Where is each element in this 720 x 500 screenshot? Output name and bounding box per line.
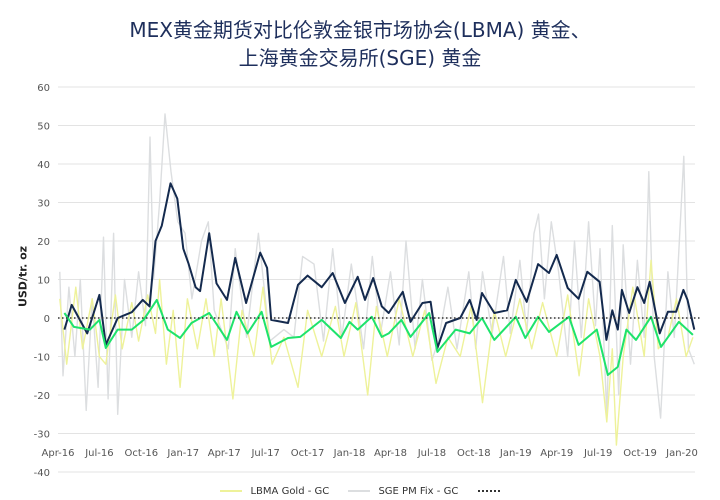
series-2 xyxy=(63,182,696,349)
chart-title-line-1: MEX黄金期货对比伦敦金银市场协会(LBMA) 黄金、 xyxy=(129,18,591,42)
legend-item-zero-line xyxy=(477,490,500,492)
x-tick-label: Apr-19 xyxy=(540,448,573,459)
x-tick-label: Jul-18 xyxy=(417,448,446,459)
legend-swatch-dotted xyxy=(477,490,500,492)
y-tick-label: 40 xyxy=(37,160,50,171)
y-tick-label: 20 xyxy=(37,237,50,248)
series-sge-pm-fix-gc xyxy=(59,113,695,419)
series-lbma-gold-gc xyxy=(59,259,694,446)
x-tick-label: Oct-19 xyxy=(623,448,657,459)
y-tick-label: 50 xyxy=(37,122,50,133)
x-tick-label: Jul-16 xyxy=(84,448,113,459)
x-tick-label: Oct-17 xyxy=(291,448,325,459)
y-tick-label: 10 xyxy=(37,276,50,287)
y-tick-label: -30 xyxy=(34,430,50,441)
chart-title: MEX黄金期货对比伦敦金银市场协会(LBMA) 黄金、 上海黄金交易所(SGE)… xyxy=(0,16,720,72)
x-tick-label: Jan-20 xyxy=(665,448,698,459)
legend-swatch xyxy=(220,490,243,492)
legend-label: SGE PM Fix - GC xyxy=(378,485,459,497)
series-3 xyxy=(63,298,694,376)
y-tick-label: 30 xyxy=(37,199,50,210)
x-tick-label: Apr-17 xyxy=(208,448,241,459)
y-tick-label: 60 xyxy=(37,83,50,94)
y-tick-label: -10 xyxy=(34,353,50,364)
legend-item-lbma: LBMA Gold - GC xyxy=(220,486,329,497)
chart-title-line-2: 上海黄金交易所(SGE) 黄金 xyxy=(238,46,482,70)
x-tick-label: Oct-18 xyxy=(457,448,491,459)
x-tick-label: Jan-18 xyxy=(333,448,366,459)
x-tick-label: Jan-19 xyxy=(499,448,532,459)
legend: LBMA Gold - GC SGE PM Fix - GC xyxy=(0,484,720,497)
y-tick-label: -20 xyxy=(34,391,50,402)
legend-label: LBMA Gold - GC xyxy=(250,485,330,497)
y-tick-label: 0 xyxy=(44,314,50,325)
y-tick-label: -40 xyxy=(34,468,50,479)
x-tick-label: Jan-17 xyxy=(166,448,199,459)
chart-plot: 60 50 40 30 20 10 0 -10 -20 -30 -40 Apr-16 Jul-16 Oct… xyxy=(34,83,701,479)
x-tick-label: Jul-17 xyxy=(250,448,279,459)
x-tick-label: Oct-16 xyxy=(125,448,159,459)
legend-swatch xyxy=(348,490,371,492)
legend-item-sge: SGE PM Fix - GC xyxy=(348,486,458,497)
x-tick-label: Jul-19 xyxy=(583,448,612,459)
x-tick-label: Apr-16 xyxy=(42,448,75,459)
x-tick-label: Apr-18 xyxy=(374,448,407,459)
